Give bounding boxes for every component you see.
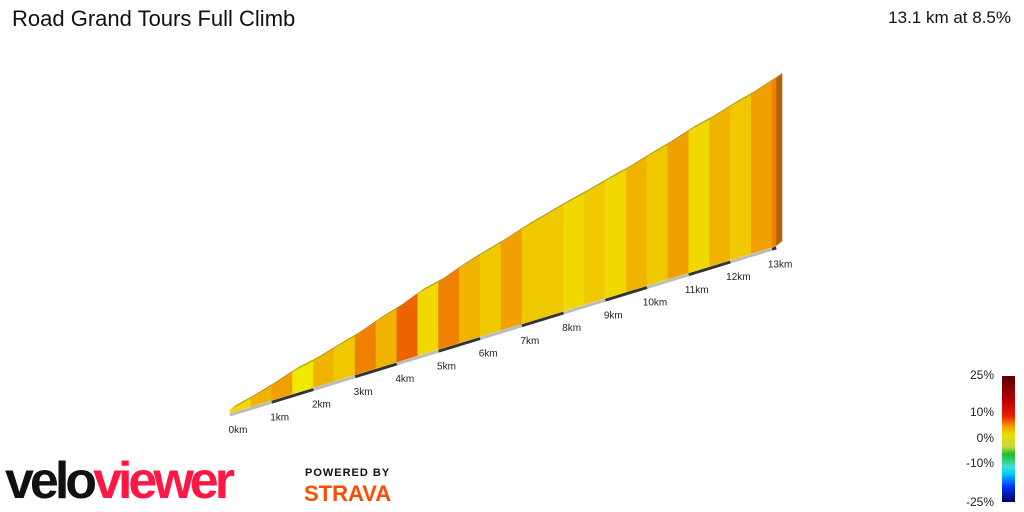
profile-top-surface — [459, 250, 487, 268]
profile-segment — [646, 144, 669, 286]
profile-top-surface — [292, 356, 320, 372]
powered-by-label: POWERED BY — [305, 467, 391, 479]
profile-segment — [625, 156, 648, 293]
distance-axis-segment — [271, 388, 314, 404]
distance-axis-segment — [688, 260, 731, 277]
x-tick-label: 2km — [312, 400, 331, 411]
legend-label: 10% — [969, 405, 994, 419]
legend-color-bar — [1002, 376, 1015, 502]
distance-axis-segment — [521, 311, 565, 328]
profile-segment — [459, 254, 481, 344]
profile-top-surface — [730, 89, 758, 107]
profile-segment — [521, 216, 543, 325]
x-tick-label: 3km — [354, 387, 373, 398]
profile-end-face — [776, 72, 783, 246]
distance-axis-segment — [312, 375, 356, 391]
profile-segment — [334, 335, 356, 382]
profile-top-surface — [230, 393, 257, 410]
distance-axis-segment — [729, 247, 773, 264]
distance-axis-segment — [604, 286, 648, 302]
distance-axis-segment — [229, 400, 273, 417]
legend-label: 25% — [969, 368, 994, 382]
climb-summary: 13.1 km at 8.5% — [888, 8, 1011, 27]
x-tick-label: 5km — [437, 361, 456, 372]
x-tick-label: 13km — [768, 259, 792, 270]
x-tick-label: 10km — [643, 298, 667, 309]
x-tick-label: 1km — [270, 412, 289, 423]
profile-segment — [375, 308, 398, 369]
distance-axis-segment — [771, 246, 777, 251]
profile-segment — [417, 281, 439, 356]
strava-logo: STRAVA — [304, 481, 392, 506]
profile-segment — [605, 169, 627, 299]
profile-top-surface — [647, 139, 674, 157]
profile-top-surface — [375, 303, 403, 322]
profile-top-surface — [417, 277, 445, 294]
profile-segment — [771, 77, 777, 248]
legend-label: 0% — [976, 431, 994, 445]
profile-top-surface — [626, 151, 653, 170]
legend-label: -10% — [965, 456, 994, 470]
profile-segment — [688, 119, 710, 274]
profile-segment — [500, 228, 523, 331]
x-tick-label: 12km — [726, 272, 750, 283]
profile-top-surface — [480, 237, 508, 256]
distance-axis-segment — [396, 349, 439, 366]
profile-top-surface — [584, 176, 612, 194]
distance-axis-segment — [646, 273, 690, 289]
distance-axis-segment — [438, 337, 481, 353]
profile-segment — [584, 180, 606, 305]
profile-top-surface — [250, 380, 278, 399]
profile-top-surface — [605, 164, 633, 182]
x-tick-label: 7km — [520, 336, 539, 347]
x-tick-label: 9km — [604, 310, 623, 321]
distance-axis-segment — [563, 298, 606, 315]
profile-top-surface — [688, 114, 716, 132]
x-tick-label: 11km — [685, 285, 709, 296]
profile-segment — [479, 242, 502, 337]
x-tick-label: 8km — [562, 323, 581, 334]
x-tick-label: 4km — [395, 374, 414, 385]
profile-top-surface — [709, 101, 737, 120]
profile-top-surface — [334, 331, 362, 349]
x-tick-label: 6km — [479, 349, 498, 360]
profile-segment — [751, 80, 773, 254]
page-title: Road Grand Tours Full Climb — [12, 6, 296, 31]
gradient-color-legend: 25% 10% 0% -10% -25% — [955, 368, 1024, 512]
profile-segment — [667, 130, 689, 280]
profile-segment — [730, 94, 752, 261]
legend-label: -25% — [965, 495, 994, 509]
veloviewer-logo: veloviewer — [5, 452, 235, 510]
distance-axis-segment — [479, 324, 523, 340]
distance-axis-segment — [354, 362, 398, 379]
x-tick-label: 0km — [229, 425, 248, 436]
profile-top-surface — [542, 199, 570, 218]
profile-segment — [396, 293, 418, 363]
profile-segment — [709, 106, 731, 267]
profile-top-surface — [563, 188, 591, 205]
profile-segment — [438, 267, 460, 350]
profile-top-surface — [313, 343, 341, 362]
profile-segment — [542, 204, 564, 318]
profile-top-surface — [521, 212, 549, 230]
profile-segment — [563, 192, 585, 312]
profile-segment — [354, 321, 377, 376]
